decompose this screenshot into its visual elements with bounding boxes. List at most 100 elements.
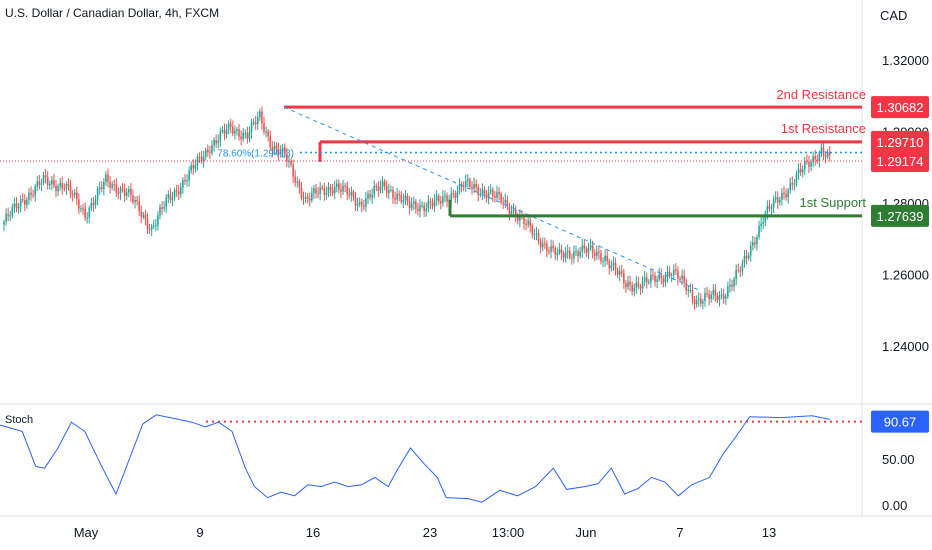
candle-body [65, 184, 68, 189]
stoch-group [0, 414, 862, 503]
candle-body [242, 132, 244, 140]
candle-body [729, 284, 731, 287]
candle-body [313, 188, 315, 193]
candle-body [67, 184, 70, 186]
candle-body [826, 152, 829, 158]
stoch-indicator-name: Stoch [5, 414, 34, 426]
candle-body [138, 201, 140, 212]
candle-body [246, 132, 249, 139]
candle-body [756, 236, 758, 245]
candle-body [440, 201, 442, 204]
candle-body [277, 148, 280, 155]
candle-body [229, 123, 232, 127]
candle-body [213, 140, 215, 146]
candle-body [252, 122, 255, 124]
candle-body [602, 261, 604, 263]
candle-body [498, 192, 500, 194]
level-label-2nd-resistance: 2nd Resistance [776, 87, 866, 102]
candle-body [712, 290, 715, 295]
candle-body [814, 156, 816, 160]
candle-body [639, 286, 642, 289]
candle-body [781, 192, 783, 200]
price-tag-box [871, 150, 929, 173]
candle-body [125, 192, 128, 196]
candle-body [776, 197, 779, 203]
candle-body [333, 186, 336, 194]
axes-group: 1.320001.300001.280001.260001.2400050.00… [74, 53, 929, 540]
candle-body [294, 176, 296, 183]
candle-body [658, 274, 660, 280]
price-tag-text: 1.30682 [877, 100, 924, 115]
candle-body [610, 265, 613, 269]
candle-body [764, 213, 767, 223]
candle-body [537, 233, 540, 242]
candle-body [670, 275, 673, 277]
candle-body [336, 183, 338, 187]
candle-body [506, 199, 509, 207]
candle-body [177, 191, 180, 195]
candle-body [714, 290, 717, 296]
candle-body [263, 123, 265, 132]
candle-body [614, 262, 617, 270]
candle-body [117, 192, 120, 195]
candle-body [100, 187, 103, 190]
candle-body [662, 278, 665, 283]
candle-body [165, 197, 168, 208]
candle-body [475, 184, 477, 188]
time-axis-tick-label: May [74, 525, 99, 540]
candle-body [797, 168, 800, 174]
candle-body [352, 191, 355, 198]
candle-body [758, 225, 760, 237]
candle-body [523, 216, 525, 224]
candle-body [360, 201, 363, 206]
candle-body [408, 201, 411, 209]
candle-body [284, 147, 286, 155]
candle-body [340, 189, 342, 192]
candle-body [672, 269, 675, 276]
candle-body [292, 164, 294, 177]
candle-body [695, 300, 698, 305]
price-tag-box [871, 96, 929, 119]
candle-body [697, 298, 700, 301]
candle-body [80, 208, 82, 210]
candle-body [221, 129, 224, 132]
candle-body [327, 186, 330, 193]
candle-body [234, 130, 236, 134]
candle-body [148, 228, 151, 230]
candle-body [435, 195, 438, 201]
candle-body [820, 147, 823, 153]
candle-body [298, 181, 301, 188]
candle-body [90, 203, 93, 208]
candle-body [184, 179, 186, 182]
candle-body [573, 251, 575, 259]
candle-body [182, 179, 184, 188]
candle-body [227, 123, 230, 130]
stoch-value-tag-text: 90.67 [884, 415, 917, 430]
candle-body [783, 192, 785, 194]
candle-body [394, 197, 396, 200]
candle-body [527, 220, 529, 225]
candle-body [412, 201, 415, 204]
level-label-1st-resistance: 1st Resistance [781, 121, 866, 136]
candle-body [596, 251, 598, 257]
candle-body [606, 255, 608, 262]
candle-body [196, 156, 199, 166]
candle-body [479, 193, 482, 196]
candle-body [304, 196, 307, 199]
candle-body [789, 182, 792, 191]
candle-body [121, 188, 124, 190]
trendline [283, 106, 701, 292]
candle-body [311, 192, 313, 201]
time-axis-tick-label: 23 [423, 525, 437, 540]
candle-body [822, 147, 825, 156]
candle-body [84, 208, 86, 218]
candle-body [225, 129, 228, 134]
candle-body [209, 152, 211, 154]
candle-body [433, 200, 436, 207]
candle-body [254, 122, 257, 125]
candle-body [219, 131, 222, 141]
price-axis-tick-label: 1.26000 [882, 268, 929, 283]
candle-body [818, 152, 821, 162]
